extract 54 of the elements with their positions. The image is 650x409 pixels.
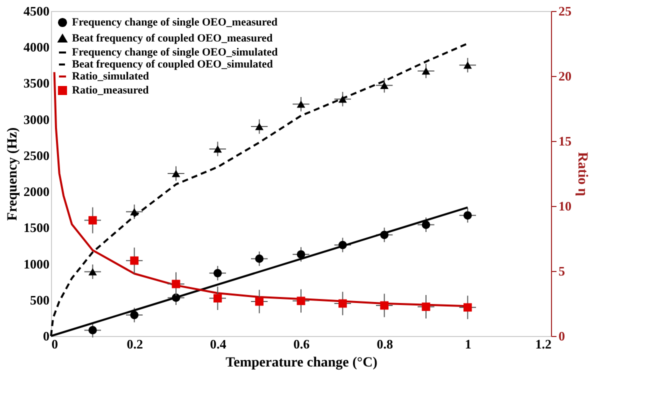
legend-label: Frequency change of single OEO_simulated — [72, 46, 278, 58]
point — [380, 301, 389, 310]
y-tick-label: 4500 — [24, 4, 50, 18]
point — [255, 254, 264, 263]
point — [88, 326, 97, 334]
legend-label: Ratio_measured — [72, 84, 149, 96]
y2-tick-label: 20 — [558, 68, 572, 84]
legend-label: Frequency change of single OEO_measured — [72, 16, 278, 28]
y-axis-title: Frequency (Hz) — [6, 126, 20, 221]
y-tick-label: 1500 — [24, 220, 50, 236]
legend-label: Beat frequency of coupled OEO_simulated — [72, 58, 273, 70]
point — [255, 297, 264, 306]
legend-label: Beat frequency of coupled OEO_measured — [72, 32, 273, 44]
y-tick-label: 500 — [30, 292, 50, 308]
point — [338, 299, 347, 308]
x-tick-label: 0.4 — [210, 336, 227, 352]
y2-tick-label: 15 — [558, 134, 572, 148]
y2-tick-label: 5 — [558, 264, 566, 278]
x-tick-label: 1.2 — [535, 336, 552, 352]
point — [213, 145, 222, 153]
point — [255, 122, 264, 130]
point — [422, 67, 430, 75]
point — [172, 170, 180, 178]
point — [296, 250, 306, 259]
y-tick-label: 3500 — [24, 76, 50, 91]
y2-axis-title: Ratio η — [574, 152, 590, 196]
y-tick-label: 4000 — [24, 40, 50, 55]
point — [463, 211, 472, 220]
legend-label: Ratio_simulated — [72, 70, 149, 82]
y-tick-label: 3000 — [24, 112, 50, 127]
point — [172, 280, 180, 288]
point — [422, 220, 430, 229]
point — [296, 296, 306, 306]
x-axis-title: Temperature change (°C) — [226, 356, 378, 370]
y-tick-label: 2500 — [24, 148, 50, 163]
y-tick-label: 1000 — [24, 256, 50, 272]
point — [463, 62, 472, 69]
point — [130, 310, 139, 320]
point — [463, 303, 472, 312]
point — [213, 294, 222, 302]
y2-tick-label: 25 — [558, 4, 572, 18]
x-tick-label: 0.6 — [293, 336, 310, 352]
point — [130, 256, 139, 265]
y-tick-label: 2000 — [24, 184, 50, 200]
point — [380, 82, 389, 90]
x-tick-label: 0.2 — [126, 336, 143, 352]
point — [88, 216, 97, 224]
point — [213, 268, 222, 278]
x-tick-label: 1 — [464, 336, 472, 352]
point — [88, 268, 97, 276]
point — [296, 100, 306, 108]
x-tick-label: 0.8 — [376, 336, 394, 352]
y2-tick-label: 10 — [558, 198, 572, 214]
point — [422, 302, 430, 311]
